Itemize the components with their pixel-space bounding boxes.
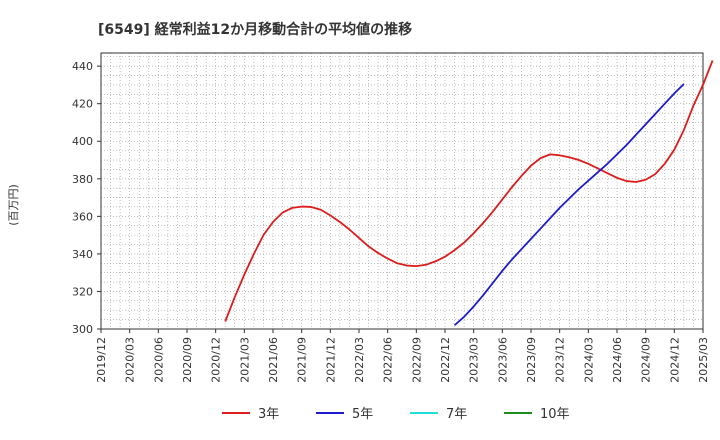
x-tick-label: 2021/09: [296, 337, 309, 383]
x-tick-label: 2020/09: [181, 337, 194, 383]
legend-label-3: 10年: [540, 407, 570, 422]
x-tick-label: 2023/06: [496, 337, 509, 383]
x-tick-label: 2024/12: [668, 337, 681, 383]
legend-label-0: 3年: [258, 407, 279, 422]
y-tick-label: 360: [72, 210, 93, 223]
y-axis-label: (百万円): [7, 184, 20, 226]
x-tick-label: 2024/03: [582, 337, 595, 383]
plot-frame: [100, 52, 704, 330]
series-line-0: [224, 60, 714, 322]
x-tick-label: 2023/03: [468, 337, 481, 383]
x-tick-label: 2021/03: [238, 337, 251, 383]
legend: 3年 5年 7年 10年: [222, 407, 570, 422]
plot-background: [101, 53, 703, 329]
x-tick-label: 2023/12: [554, 337, 567, 383]
x-tick-label: 2019/12: [95, 337, 108, 383]
y-tick-label: 300: [72, 323, 93, 336]
x-tick-label: 2022/09: [410, 337, 423, 383]
legend-label-1: 5年: [352, 407, 373, 422]
x-tick-label: 2022/06: [382, 337, 395, 383]
x-tick-label: 2023/09: [525, 337, 538, 383]
x-tick-label: 2022/03: [353, 337, 366, 383]
x-tick-label: 2020/03: [124, 337, 137, 383]
y-tick-label: 380: [72, 173, 93, 186]
x-tick-label: 2021/06: [267, 337, 280, 383]
x-tick-label: 2024/09: [640, 337, 653, 383]
chart-title: [6549] 経常利益12か月移動合計の平均値の推移: [98, 21, 412, 38]
y-tick-label: 340: [72, 248, 93, 261]
plot-area: 300 320 340 360 380 400 420 440 2019/12 2020/03 20…: [72, 52, 714, 383]
y-tick-label: 440: [72, 60, 93, 73]
legend-label-2: 7年: [446, 407, 467, 422]
y-tick-label: 420: [72, 98, 93, 111]
x-tick-label: 2021/12: [324, 337, 337, 383]
x-tick-label: 2020/12: [210, 337, 223, 383]
series-line-1: [453, 83, 685, 326]
y-tick-label: 320: [72, 285, 93, 298]
x-tick-label: 2024/06: [611, 337, 624, 383]
x-tick-label: 2022/12: [439, 337, 452, 383]
y-tick-label: 400: [72, 135, 93, 148]
x-tick-label: 2025/03: [697, 337, 710, 383]
x-tick-label: 2020/06: [152, 337, 165, 383]
